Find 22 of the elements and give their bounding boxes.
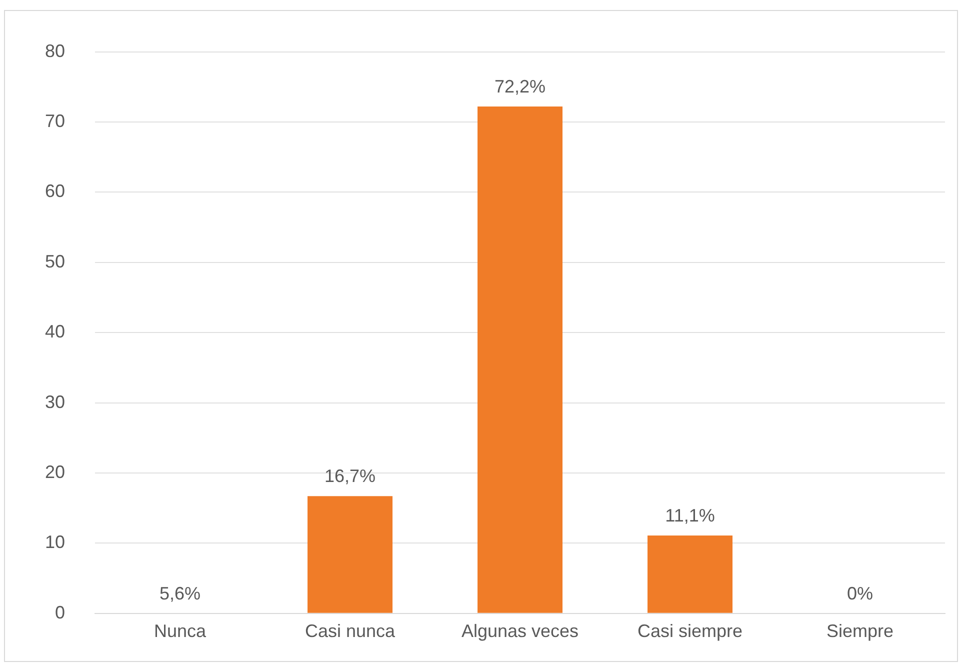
bar bbox=[308, 496, 393, 613]
y-tick-label: 40 bbox=[44, 322, 66, 342]
annotation: 5,6% bbox=[160, 583, 201, 604]
y-tick-label: 60 bbox=[44, 181, 66, 202]
x-tick-label: Casi siempre bbox=[637, 621, 743, 642]
y-tick-label: 70 bbox=[44, 110, 66, 131]
y-tick-label: 30 bbox=[44, 392, 66, 412]
data-label: 11,1% bbox=[665, 505, 715, 526]
x-tick-label: Nunca bbox=[154, 621, 208, 642]
y-tick-label: 10 bbox=[44, 532, 66, 552]
x-tick-label: Casi nunca bbox=[304, 621, 396, 642]
y-tick-label: 50 bbox=[44, 251, 66, 272]
bar bbox=[648, 535, 733, 613]
bar bbox=[478, 106, 563, 613]
data-label: 16,7% bbox=[324, 466, 376, 486]
data-label: 72,2% bbox=[494, 76, 546, 97]
y-tick-label: 20 bbox=[44, 462, 66, 482]
x-tick-label: Algunas veces bbox=[461, 621, 579, 642]
data-label: 0% bbox=[846, 583, 874, 604]
y-tick-label: 80 bbox=[44, 40, 66, 61]
y-tick-label: 0 bbox=[55, 602, 66, 622]
x-tick-label: Siempre bbox=[826, 621, 894, 642]
